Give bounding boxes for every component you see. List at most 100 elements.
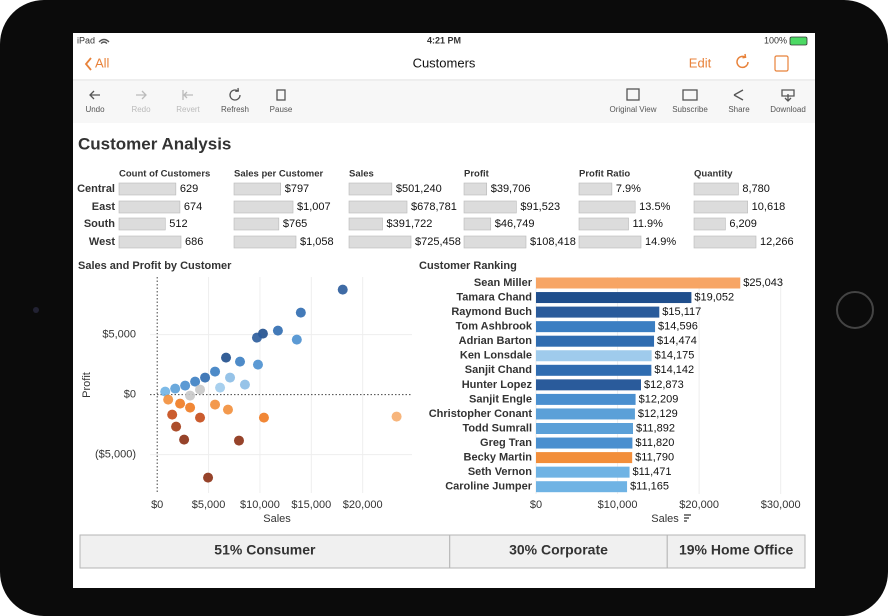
- scatter-point[interactable]: [163, 394, 174, 405]
- scatter-point[interactable]: [258, 412, 269, 423]
- scatter-point[interactable]: [252, 359, 263, 370]
- scatter-point[interactable]: [251, 332, 262, 343]
- segment[interactable]: [449, 534, 668, 569]
- scatter-point[interactable]: [185, 390, 196, 401]
- toolbar-button-label[interactable]: Refresh: [221, 105, 249, 114]
- scatter-point[interactable]: [239, 379, 250, 390]
- kpi-bar: [348, 217, 383, 231]
- scatter-point[interactable]: [171, 421, 182, 432]
- scatter-point[interactable]: [180, 380, 191, 391]
- category-label: Greg Tran: [480, 437, 532, 449]
- scatter-point[interactable]: [272, 325, 283, 336]
- scatter-point[interactable]: [291, 334, 302, 345]
- category-label: Tamara Chand: [456, 291, 532, 303]
- subscribe-icon[interactable]: [682, 89, 698, 101]
- kpi-value-label: 14.9%: [645, 236, 676, 248]
- undo-icon[interactable]: [89, 90, 100, 100]
- x-tick-label: $20,000: [679, 499, 719, 511]
- sort-icon[interactable]: [684, 514, 691, 522]
- toolbar-button-label[interactable]: Share: [728, 105, 750, 114]
- scatter-point[interactable]: [295, 307, 306, 318]
- sheets-icon[interactable]: [774, 55, 789, 72]
- kpi-row-label: Central: [77, 183, 115, 195]
- category-label: Caroline Jumper: [445, 481, 533, 493]
- segment-label: 19% Home Office: [679, 542, 794, 558]
- category-label: Sanjit Engle: [469, 393, 532, 405]
- back-button[interactable]: All: [95, 55, 110, 70]
- x-axis-title: Sales: [651, 513, 679, 525]
- refresh-icon[interactable]: [736, 53, 749, 69]
- scatter-point[interactable]: [195, 384, 206, 395]
- scatter-point[interactable]: [170, 383, 181, 394]
- scatter-point[interactable]: [179, 434, 190, 445]
- segment[interactable]: [666, 534, 806, 569]
- kpi-value-label: $1,058: [300, 236, 334, 248]
- value-label: $12,129: [638, 408, 678, 420]
- value-label: $14,142: [654, 364, 694, 376]
- scatter-point[interactable]: [190, 376, 201, 387]
- original-view-icon[interactable]: [626, 88, 640, 101]
- wifi-icon: [98, 38, 110, 44]
- bar[interactable]: [536, 321, 656, 333]
- kpi-column-header: Sales per Customer: [234, 169, 324, 180]
- clock: 4:21 PM: [427, 35, 461, 45]
- back-chevron[interactable]: [84, 57, 92, 71]
- bar[interactable]: [536, 364, 652, 376]
- kpi-value-label: $391,722: [386, 218, 432, 230]
- scatter-point[interactable]: [215, 382, 226, 393]
- category-label: Seth Vernon: [468, 466, 532, 478]
- category-label: Hunter Lopez: [462, 379, 533, 391]
- bar[interactable]: [536, 423, 633, 434]
- bar[interactable]: [536, 379, 641, 391]
- kpi-row-label: East: [92, 201, 116, 213]
- scatter-point[interactable]: [235, 356, 246, 367]
- scatter-point[interactable]: [337, 284, 348, 295]
- bar[interactable]: [536, 481, 628, 493]
- edit-button[interactable]: Edit: [689, 55, 712, 70]
- scatter-point[interactable]: [203, 472, 214, 483]
- bar[interactable]: [536, 277, 741, 289]
- home-button[interactable]: [836, 291, 874, 329]
- bar[interactable]: [536, 393, 636, 405]
- toolbar-button-label[interactable]: Original View: [610, 105, 657, 114]
- toolbar-refresh-icon[interactable]: [229, 87, 241, 101]
- scatter-point[interactable]: [175, 398, 186, 409]
- category-label: Sanjit Chand: [465, 364, 532, 376]
- toolbar-labels: Undo Redo Revert Refresh Pause Original View S…: [85, 105, 805, 114]
- share-icon[interactable]: [733, 89, 744, 101]
- scatter-point[interactable]: [195, 412, 206, 423]
- x-tick-label: $30,000: [761, 499, 801, 511]
- bar[interactable]: [536, 437, 633, 449]
- toolbar-button-label[interactable]: Pause: [270, 105, 293, 114]
- toolbar-icons: [89, 87, 795, 102]
- scatter-point[interactable]: [391, 411, 402, 422]
- bar[interactable]: [536, 452, 633, 464]
- scatter-point[interactable]: [200, 372, 211, 383]
- scatter-point[interactable]: [225, 372, 236, 383]
- bar[interactable]: [536, 466, 630, 478]
- scatter-point[interactable]: [233, 435, 244, 446]
- toolbar-button-label[interactable]: Subscribe: [672, 105, 708, 114]
- kpi-bar: [693, 235, 757, 249]
- bar[interactable]: [536, 306, 660, 318]
- bar[interactable]: [536, 335, 655, 347]
- scatter-point[interactable]: [221, 352, 232, 363]
- scatter-point[interactable]: [160, 386, 171, 397]
- pause-icon[interactable]: [276, 89, 286, 101]
- scatter-point[interactable]: [210, 366, 221, 377]
- segment[interactable]: [79, 534, 451, 569]
- download-icon[interactable]: [781, 89, 795, 102]
- kpi-value-label: 11.9%: [633, 218, 664, 230]
- toolbar-button-label[interactable]: Undo: [85, 105, 105, 114]
- bar[interactable]: [536, 292, 692, 304]
- bar[interactable]: [536, 350, 652, 362]
- kpi-bar: [693, 200, 748, 214]
- scatter-point[interactable]: [222, 404, 233, 415]
- scatter-point[interactable]: [210, 399, 221, 410]
- scatter-point[interactable]: [167, 409, 178, 420]
- kpi-table: Count of Customers 629 674 512 686 Sales per …: [77, 169, 794, 249]
- toolbar-button-label[interactable]: Download: [770, 105, 806, 114]
- bar[interactable]: [536, 408, 635, 420]
- dashboard-title: Customer Analysis: [78, 134, 231, 153]
- scatter-point[interactable]: [185, 402, 196, 413]
